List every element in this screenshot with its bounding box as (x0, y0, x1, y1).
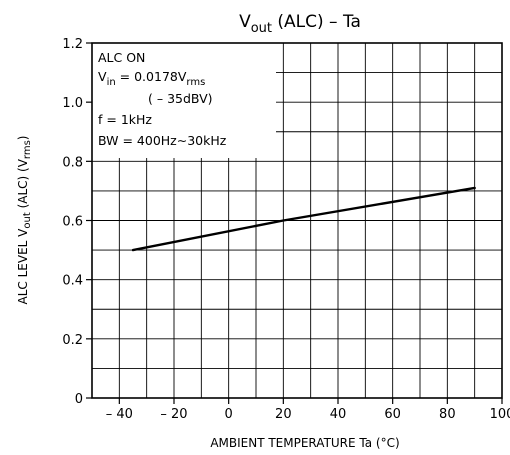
x-tick-label: 40 (330, 407, 347, 422)
x-tick-label: 20 (275, 407, 292, 422)
legend-box (92, 43, 276, 158)
x-tick-label: 80 (439, 407, 456, 422)
legend-line-5: BW = 400Hz∼30kHz (98, 133, 227, 148)
y-tick-label: 1.0 (62, 96, 83, 111)
plot-frame (91, 42, 503, 399)
y-axis-label: ALC LEVEL Vout (ALC) (Vrms) (16, 136, 33, 305)
legend-line-1: ALC ON (98, 50, 145, 65)
x-tick-label: 60 (384, 407, 401, 422)
x-tick-label: – 20 (160, 407, 187, 422)
y-tick-label: 0 (75, 392, 83, 407)
x-tick-label: – 40 (106, 407, 133, 422)
series-line (131, 186, 476, 252)
y-tick-label: 1.2 (62, 37, 83, 52)
x-axis-label: AMBIENT TEMPERATURE Ta (°C) (210, 436, 399, 450)
chart-title: Vout (ALC) – Ta (239, 12, 361, 36)
legend-line-4: f = 1kHz (98, 112, 152, 127)
series-layer (131, 186, 476, 252)
legend-line-3: ( – 35dBV) (148, 91, 213, 106)
y-tick-label: 0.4 (62, 274, 83, 289)
y-tick-label: 0.2 (62, 333, 83, 348)
x-tick-label: 100 (490, 407, 510, 422)
x-tick-label: 0 (225, 407, 233, 422)
legend-line-2: Vin = 0.0178Vrms (98, 69, 205, 88)
y-tick-label: 0.8 (62, 155, 83, 170)
y-tick-label: 0.6 (62, 215, 83, 230)
ticks: 0 0.2 0.4 0.6 0.8 1.0 1.2 – 40 – 20 0 20 40 60 80 100 (62, 37, 510, 422)
